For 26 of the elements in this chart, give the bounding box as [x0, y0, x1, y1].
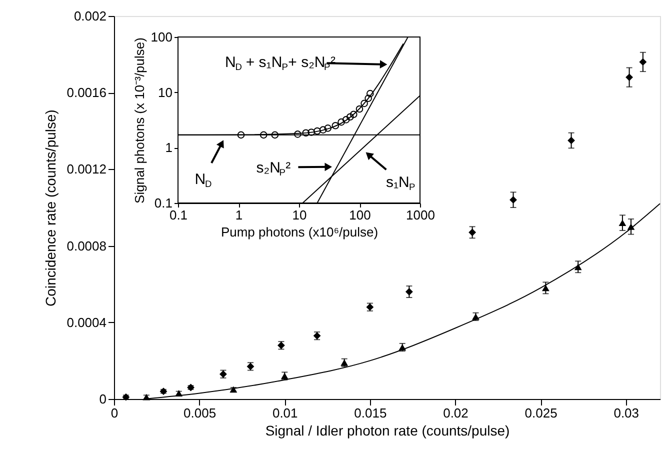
- x-tick-label: 1000: [406, 208, 435, 222]
- x-tick-label: 0: [110, 406, 118, 420]
- y-axis-title: Signal photons (x 10⁻³/pulse): [132, 38, 147, 204]
- y-tick-label: 100: [150, 30, 172, 44]
- y-tick-label: 0.1: [154, 196, 172, 210]
- y-tick-label: 10: [158, 84, 172, 100]
- x-tick-label: 0.01: [272, 406, 298, 420]
- y-tick-label: 0.0004: [66, 314, 106, 330]
- y-tick-label: 0.002: [74, 8, 106, 24]
- y-tick-label: 1: [165, 140, 172, 156]
- x-axis-title: Signal / Idler photon rate (counts/pulse): [265, 422, 510, 438]
- y-tick-label: 0.0016: [66, 85, 106, 100]
- x-axis-title: Pump photons (x10⁶/pulse): [220, 224, 378, 240]
- x-tick-label: 0.025: [524, 406, 558, 420]
- x-tick-label: 100: [349, 208, 371, 222]
- x-tick-label: 0.015: [354, 406, 387, 420]
- x-tick-label: 1: [235, 208, 243, 222]
- x-tick-label: 0.02: [443, 406, 468, 420]
- y-axis-title: Coincidence rate (counts/pulse): [42, 110, 59, 306]
- x-tick-label: 0.03: [614, 406, 640, 420]
- x-tick-label: 0.1: [169, 208, 188, 222]
- y-tick-label: 0.0012: [66, 162, 106, 177]
- y-tick-label: 0.0008: [66, 238, 106, 254]
- x-tick-label: 0.005: [184, 406, 216, 420]
- x-tick-label: 10: [292, 208, 307, 222]
- y-tick-label: 0: [99, 392, 106, 406]
